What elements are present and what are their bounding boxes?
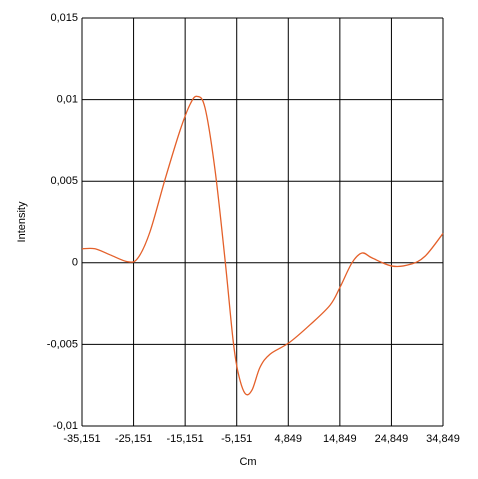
y-tick-label: -0,01 bbox=[53, 420, 78, 432]
x-tick-label: 4,849 bbox=[275, 433, 303, 445]
y-tick-label: -0,005 bbox=[47, 338, 78, 350]
x-tick-label: 34,849 bbox=[426, 433, 460, 445]
x-tick-label: -35,151 bbox=[63, 433, 100, 445]
y-tick-label: 0 bbox=[72, 257, 78, 269]
x-tick-label: -15,151 bbox=[166, 433, 203, 445]
y-tick-label: 0,01 bbox=[57, 94, 78, 106]
data-line bbox=[81, 95, 444, 396]
x-tick-label: -5,151 bbox=[221, 433, 252, 445]
x-axis-label: Cm bbox=[239, 456, 256, 468]
x-tick-label: 24,849 bbox=[375, 433, 409, 445]
y-axis-label: Intensity bbox=[16, 201, 28, 242]
x-tick-label: -25,151 bbox=[115, 433, 152, 445]
y-tick-label: 0,005 bbox=[50, 175, 78, 187]
y-tick-label: 0,015 bbox=[50, 12, 78, 24]
x-tick-label: 14,849 bbox=[323, 433, 357, 445]
